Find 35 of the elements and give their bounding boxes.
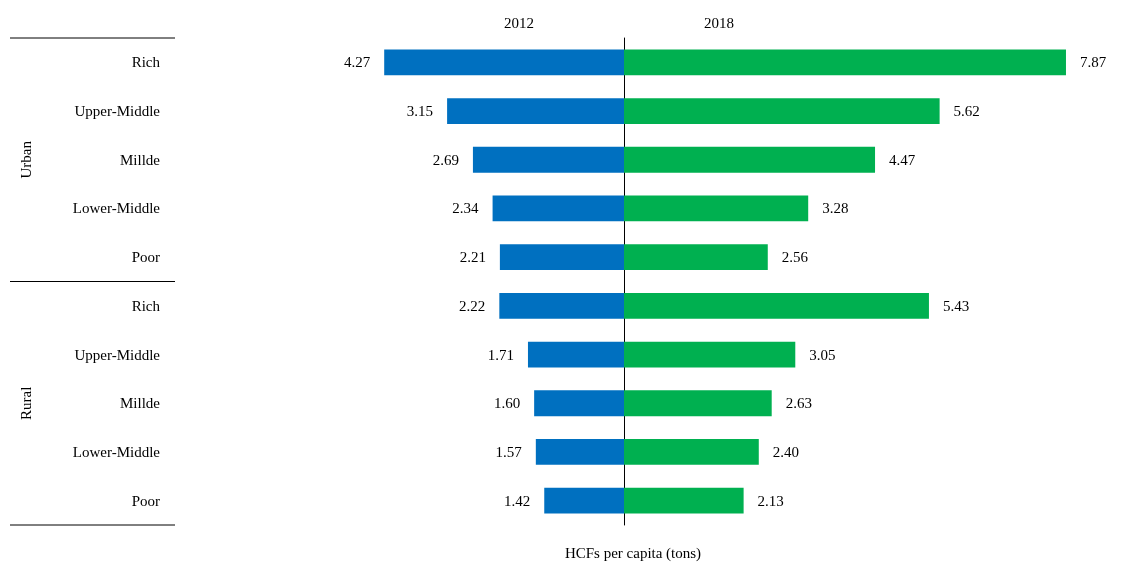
y-tick-label: Rich [131, 54, 161, 71]
data-label: 4.27 [343, 54, 371, 71]
data-label: 5.62 [953, 103, 980, 120]
text: Rural [18, 386, 34, 420]
y-tick-label: Upper-Middle [74, 103, 161, 120]
series-label: 2018 [704, 14, 734, 31]
y-tick-label: Rich [131, 297, 161, 314]
y-tick-label: Upper-Middle [74, 346, 161, 363]
data-label: 2.21 [459, 249, 486, 266]
data-label: 2.40 [772, 443, 800, 460]
y-tick-label: Lower-Middle [72, 200, 161, 217]
data-label: 3.15 [406, 103, 434, 120]
data-label: 1.60 [493, 395, 521, 412]
y-tick-label: Millde [120, 395, 161, 412]
data-label: 2.34 [452, 200, 480, 217]
y-tick-label: Lower-Middle [72, 443, 161, 460]
data-label: 3.28 [822, 200, 849, 217]
data-label: 3.05 [809, 346, 836, 363]
data-label: 2.63 [785, 395, 812, 412]
data-label: 2.69 [432, 151, 459, 168]
data-label: 1.42 [504, 492, 531, 509]
data-label: 5.43 [942, 297, 970, 314]
series-label: 2012 [504, 14, 534, 31]
data-label: 2.13 [757, 492, 784, 509]
text: Urban [18, 140, 34, 179]
x-axis-title: HCFs per capita (tons) [564, 544, 702, 562]
data-label: 2.22 [459, 297, 486, 314]
y-tick-label: Poor [131, 492, 160, 509]
data-label: 2.56 [781, 249, 809, 266]
data-label: 1.57 [495, 443, 523, 460]
data-label: 1.71 [487, 346, 514, 363]
y-tick-label: Millde [120, 151, 161, 168]
data-label: 4.47 [889, 151, 916, 168]
y-tick-label: Poor [131, 249, 160, 266]
data-label: 7.87 [1079, 54, 1107, 71]
